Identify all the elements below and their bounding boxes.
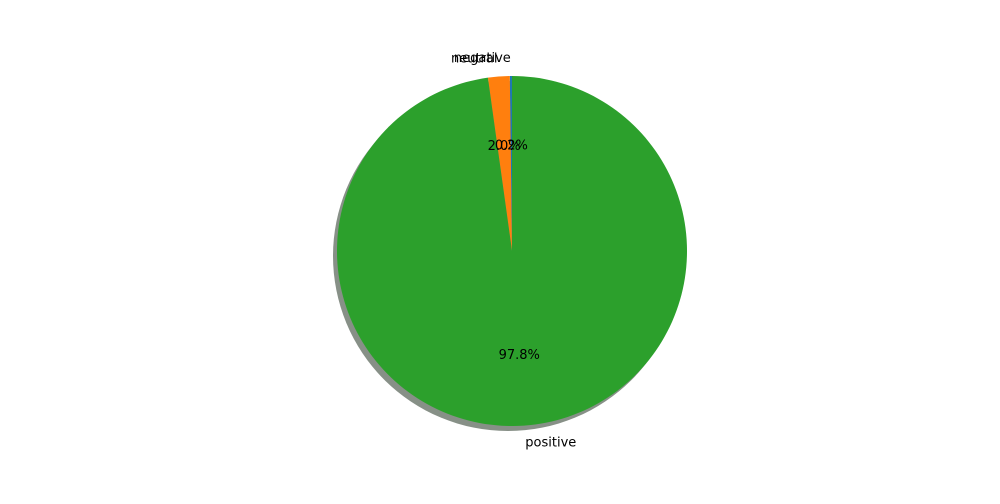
pie-labels: 0.2% negative 2.0% neutral 97.8% positive [451,51,576,451]
pie-slice-neutral [487,76,512,251]
pie-pct-label-positive: 97.8% [499,348,540,363]
pie-category-label-negative: negative [454,51,511,66]
pie-pct-label-negative: 0.2% [495,139,528,154]
pie-category-label-neutral: neutral [451,52,498,67]
pie-slices [336,75,687,427]
pie-slice-positive [336,75,687,427]
pie-slice-negative [509,76,512,251]
pie-pct-label-neutral: 2.0% [488,139,521,154]
pie-category-label-positive: positive [525,436,576,451]
